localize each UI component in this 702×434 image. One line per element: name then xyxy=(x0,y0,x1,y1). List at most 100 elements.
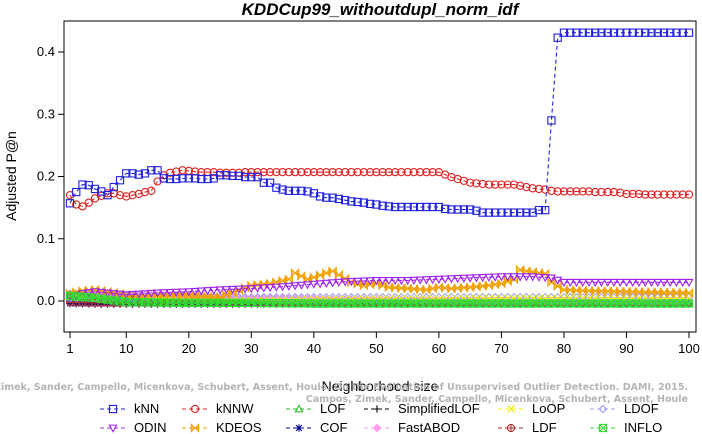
data-point-kdeos xyxy=(578,285,587,296)
marker-box xyxy=(384,299,394,308)
data-point-kdeos xyxy=(641,287,650,297)
data-point-knn xyxy=(90,184,100,194)
data-point-kdeos xyxy=(647,287,656,298)
series-inflo xyxy=(65,291,694,308)
data-point-kdeos xyxy=(190,291,200,302)
data-point-kdeos xyxy=(559,284,569,295)
marker-box xyxy=(147,298,156,307)
data-point-kdeos xyxy=(334,269,344,280)
marker-box xyxy=(684,299,694,308)
legend-entry-simplifiedlof: SimplifiedLOF xyxy=(364,401,480,416)
data-point-odin xyxy=(571,278,581,288)
data-point-knnw xyxy=(628,189,637,199)
data-point-knnw xyxy=(609,187,619,197)
data-point-knnw xyxy=(347,167,356,177)
marker-box xyxy=(253,298,262,308)
data-point-odin xyxy=(140,290,150,299)
data-point-odin xyxy=(678,278,688,288)
x-tick-label: 60 xyxy=(432,341,446,356)
marker-box xyxy=(541,299,550,308)
data-point-odin xyxy=(159,289,169,298)
marker-box xyxy=(359,299,369,308)
data-point-odin xyxy=(190,287,200,297)
data-point-inflo xyxy=(684,299,694,308)
citation-watermark-line2: Campos, Zimek, Sander, Campello, Micenko… xyxy=(306,394,688,405)
data-point-odin xyxy=(134,290,144,299)
data-point-knn xyxy=(222,171,231,180)
data-point-odin xyxy=(459,274,469,283)
marker-box xyxy=(340,299,350,308)
marker-box xyxy=(303,299,312,308)
data-point-odin xyxy=(303,281,313,290)
data-point-odin xyxy=(171,288,181,297)
data-point-knn xyxy=(484,208,494,217)
data-point-odin xyxy=(184,288,194,297)
data-point-knn xyxy=(372,200,381,209)
marker-box xyxy=(466,299,475,308)
data-point-odin xyxy=(578,278,588,288)
data-point-odin xyxy=(321,279,331,288)
data-point-odin xyxy=(371,277,381,286)
data-point-knn xyxy=(603,28,612,37)
legend-entry-ldf: LDF xyxy=(498,420,557,434)
data-point-knnw xyxy=(397,167,406,177)
y-axis-label: Adjusted P@n xyxy=(3,131,19,221)
data-point-knn xyxy=(384,202,394,211)
data-point-knnw xyxy=(334,167,344,177)
data-point-knn xyxy=(228,171,237,181)
marker-box xyxy=(584,299,594,308)
data-point-knn xyxy=(434,202,444,212)
data-point-odin xyxy=(490,273,500,282)
data-point-odin xyxy=(127,290,138,300)
data-point-odin xyxy=(290,282,300,291)
data-point-odin xyxy=(259,284,269,293)
y-axis: 0.0 0.1 0.2 0.3 0.4 xyxy=(37,44,64,308)
data-point-kdeos xyxy=(566,285,575,296)
data-point-odin xyxy=(102,289,113,298)
marker-box xyxy=(365,299,375,308)
data-point-knn xyxy=(303,187,312,196)
data-point-kdeos xyxy=(666,287,675,298)
data-point-knn xyxy=(122,169,131,178)
data-point-odin xyxy=(221,286,231,295)
marker-box xyxy=(184,298,193,308)
data-point-odin xyxy=(546,274,556,283)
marker-box xyxy=(372,299,381,308)
data-point-kdeos xyxy=(653,287,662,298)
data-point-odin xyxy=(646,278,657,288)
marker-box xyxy=(491,299,500,308)
marker-cross xyxy=(507,424,515,432)
data-point-knnw xyxy=(265,167,275,177)
data-point-knn xyxy=(634,28,644,37)
marker-box xyxy=(566,299,575,308)
data-point-knn xyxy=(253,172,262,182)
data-point-knn xyxy=(197,174,206,184)
marker-box xyxy=(597,299,606,308)
marker-box xyxy=(672,299,681,308)
legend-marker-knn xyxy=(108,404,118,414)
data-point-odin xyxy=(228,285,238,295)
data-point-lof xyxy=(171,297,181,306)
data-point-odin xyxy=(334,278,344,287)
data-point-knn xyxy=(397,202,406,212)
data-point-kdeos xyxy=(378,280,387,291)
data-point-knn xyxy=(115,176,125,185)
data-point-odin xyxy=(278,283,288,292)
data-point-odin xyxy=(384,277,394,286)
data-point-knnw xyxy=(478,179,487,189)
data-point-knnw xyxy=(140,187,150,197)
legend-label-cof: COF xyxy=(320,420,348,434)
marker-box xyxy=(178,298,187,307)
data-point-knnw xyxy=(522,182,531,192)
marker-box xyxy=(534,299,544,308)
marker-box xyxy=(522,299,531,308)
y-tick-label: 0.1 xyxy=(37,231,55,246)
x-tick-label: 20 xyxy=(182,341,196,356)
data-point-kdeos xyxy=(572,285,581,296)
data-point-knn xyxy=(240,172,250,182)
marker-box xyxy=(65,291,75,301)
legend-label-odin: ODIN xyxy=(134,420,167,434)
data-point-odin xyxy=(653,278,663,288)
data-point-knnw xyxy=(322,167,331,177)
data-point-kdeos xyxy=(553,281,562,291)
